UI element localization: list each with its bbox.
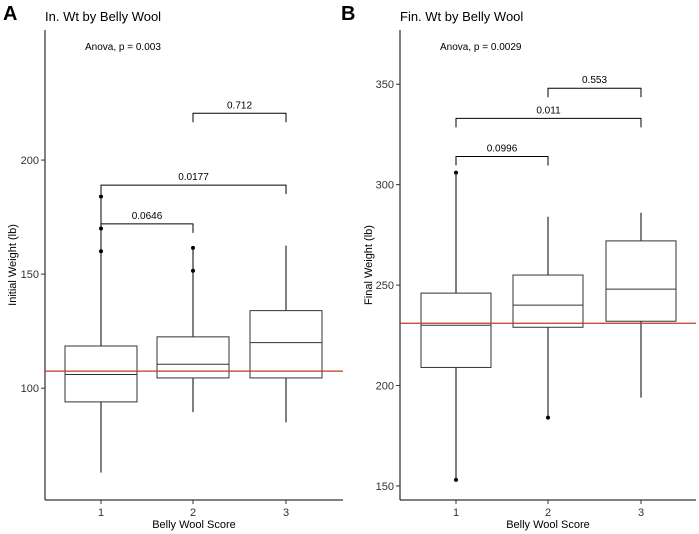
- box-group-1: [420, 170, 492, 482]
- box: [420, 292, 492, 368]
- chart-title: Fin. Wt by Belly Wool: [400, 9, 523, 24]
- comparison-p-value: 0.0177: [178, 172, 209, 183]
- panel-a: A In. Wt by Belly Wool 100 150 200 1 2 3 Initial…: [3, 3, 343, 531]
- outlier-point: [99, 249, 103, 254]
- panel-label: B: [341, 3, 355, 25]
- x-tick-label: 3: [638, 507, 644, 519]
- y-axis-title: Final Weight (lb): [363, 225, 375, 305]
- x-tick-label: 1: [453, 507, 459, 519]
- y-tick-label: 100: [21, 383, 39, 395]
- x-axis-title: Belly Wool Score: [152, 519, 236, 531]
- y-axis-title: Initial Weight (lb): [7, 224, 19, 306]
- comparison-bracket: [455, 156, 549, 166]
- outlier-point: [191, 245, 195, 250]
- comparison-p-value: 0.011: [536, 105, 561, 116]
- x-tick-label: 1: [98, 507, 104, 519]
- y-tick-label: 300: [376, 180, 394, 192]
- comparison-p-value: 0.553: [582, 75, 607, 86]
- comparison-bracket: [100, 184, 287, 195]
- comparison-bracket: [455, 117, 642, 128]
- y-tick-label: 150: [21, 269, 39, 281]
- y-tick-label: 350: [376, 79, 394, 91]
- comparison-p-value: 0.712: [227, 100, 252, 111]
- box-group-2: [156, 245, 230, 413]
- y-tick-label: 150: [376, 481, 394, 493]
- box: [512, 274, 584, 328]
- x-axis-title: Belly Wool Score: [506, 519, 590, 531]
- y-tick-label: 200: [21, 155, 39, 167]
- box-group-3: [605, 212, 677, 398]
- x-tick-label: 3: [283, 507, 289, 519]
- box: [249, 310, 323, 379]
- x-tick-label: 2: [190, 507, 196, 519]
- outlier-point: [99, 194, 103, 199]
- anova-annotation: Anova, p = 0.003: [85, 42, 161, 53]
- comparison-bracket: [192, 112, 287, 123]
- box-group-1: [64, 194, 138, 473]
- outlier-point: [191, 268, 195, 273]
- box: [605, 240, 677, 322]
- box-group-3: [249, 245, 323, 423]
- x-tick-label: 2: [545, 507, 551, 519]
- comparison-bracket: [100, 223, 194, 233]
- outlier-point: [454, 170, 458, 175]
- outlier-point: [546, 415, 550, 420]
- y-tick-label: 250: [376, 280, 394, 292]
- box-group-2: [512, 216, 584, 420]
- box: [64, 345, 138, 403]
- comparison-p-value: 0.0996: [487, 144, 518, 155]
- comparison-bracket: [547, 87, 642, 98]
- y-tick-label: 200: [376, 381, 394, 393]
- chart-title: In. Wt by Belly Wool: [45, 9, 161, 24]
- comparison-p-value: 0.0646: [132, 211, 163, 222]
- box: [156, 336, 230, 379]
- anova-annotation: Anova, p = 0.0029: [440, 42, 522, 53]
- panel-b: B Fin. Wt by Belly Wool 150 200 250 300 350 1 2 3…: [341, 3, 696, 531]
- panel-label: A: [3, 3, 17, 25]
- outlier-point: [454, 477, 458, 482]
